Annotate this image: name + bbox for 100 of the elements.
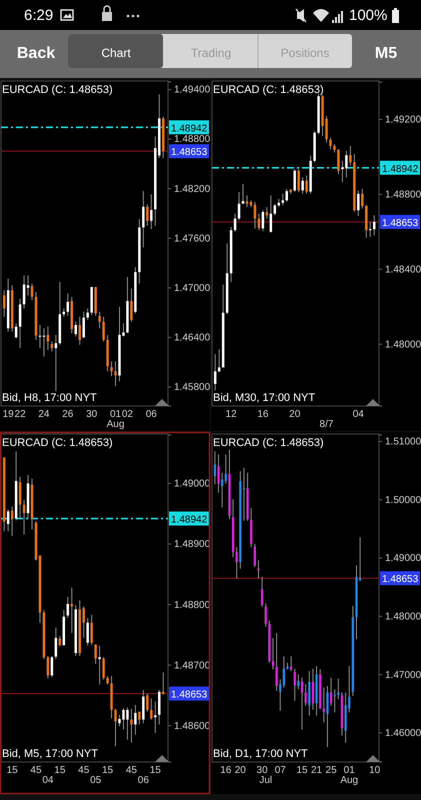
candlestick [86,617,89,646]
candlestick [290,656,292,672]
y-tick-label: 1.48800 [174,134,211,146]
candlestick [337,148,340,174]
annotation: Bid, H8, 17:00 NYT [2,392,98,404]
y-tick-label: 1.49000 [174,478,211,490]
x-tick-label: 15 [150,765,162,776]
x-tick-label: 16 [220,765,232,776]
candlestick [158,689,160,725]
candlestick [10,506,14,537]
y-tick-label: 1.49400 [174,84,211,96]
x-tick-label: 06 [138,775,150,786]
text: 100% [349,7,388,24]
x-tick-label: 05 [90,775,102,786]
candlestick [138,711,141,725]
y-tick-label: 1.48900 [174,539,211,550]
x-tick-label: 45 [126,765,138,776]
y-tick-label: 1.48800 [385,190,421,201]
x-tick-label: 10 [369,765,381,776]
candlestick [250,508,252,548]
candlestick [372,214,376,236]
candlestick [78,316,81,346]
annotation: Bid, M5, 17:00 NYT [2,748,98,760]
candlestick [142,689,145,724]
chart-title: EURCAD (C: 1.48653) [213,437,324,449]
candlestick [238,192,240,221]
candlestick [257,560,260,580]
y-tick-label: 1.49000 [385,553,421,564]
candlestick [264,602,267,627]
candlestick [66,596,70,618]
x-tick-label: 19 [2,409,14,420]
candlestick [274,203,276,216]
candlestick [262,210,264,232]
x-tick-label: 07 [274,765,286,776]
candlestick [294,668,296,702]
candlestick [54,334,58,392]
candlestick [82,311,85,339]
x-tick-label: 04 [42,775,54,786]
text: Back [16,45,56,62]
y-tick-label: 1.48000 [385,339,421,350]
candlestick [14,322,18,339]
candlestick [297,168,300,193]
candlestick [54,627,58,660]
annotation: Bid, D1, 17:00 NYT [213,748,308,760]
candlestick [58,636,62,647]
y-tick-label: 1.49200 [385,114,421,126]
chart-title: EURCAD (C: 1.48653) [2,437,113,449]
x-tick-label: 15 [6,765,18,776]
candlestick [300,677,304,730]
candlestick [102,316,105,342]
candlestick [66,293,70,316]
y-tick-label: 1.48700 [174,660,211,672]
candlestick [357,190,360,216]
candlestick [94,644,97,664]
x-tick-label: 20 [289,409,301,420]
ref-line-label: 1.48653 [171,690,208,701]
x-tick-label: 15 [54,765,66,776]
candlestick [18,476,22,518]
candlestick [50,656,54,678]
y-tick-label: 1.45800 [174,382,211,394]
x-tick-label: 06 [146,409,158,420]
x-tick-label: 24 [38,409,50,420]
candlestick [130,288,133,322]
candlestick [282,193,284,206]
y-tick-label: 1.50000 [385,494,421,506]
candlestick [305,175,308,194]
candlestick [150,698,153,720]
candlestick [86,308,89,321]
candlestick [254,202,256,229]
chart-title: EURCAD (C: 1.48653) [213,84,324,96]
ref-line-label: 1.48653 [171,147,208,158]
y-tick-label: 1.51000 [385,436,421,448]
y-tick-label: 1.47000 [385,670,421,681]
candlestick [6,508,10,532]
candlestick [258,213,260,231]
ref-line-label: 1.48942 [171,123,208,134]
x-tick-label: 01 Aug [340,765,358,786]
candlestick [254,543,256,568]
x-tick-label: Jul [259,775,272,786]
x-tick-label: 45 [78,765,90,776]
candlestick [221,472,224,508]
x-tick-label: 16 [257,409,269,420]
candlestick [214,354,216,391]
x-tick-label: 30 [256,765,268,776]
x-tick-label: 26 [62,409,74,420]
candlestick [308,670,310,716]
candlestick [224,454,227,484]
y-tick-label: 1.47000 [174,283,211,294]
candlestick [218,348,220,373]
text: Positions [280,46,330,60]
candlestick [301,176,304,194]
candlestick [22,274,26,309]
candlestick [146,204,149,226]
candlestick [266,206,268,220]
x-tick-label: 12 [226,409,238,420]
text: M5 [374,45,398,62]
candlestick [22,499,26,535]
candlestick [18,298,22,349]
candlestick [130,708,133,744]
candlestick [286,188,288,202]
